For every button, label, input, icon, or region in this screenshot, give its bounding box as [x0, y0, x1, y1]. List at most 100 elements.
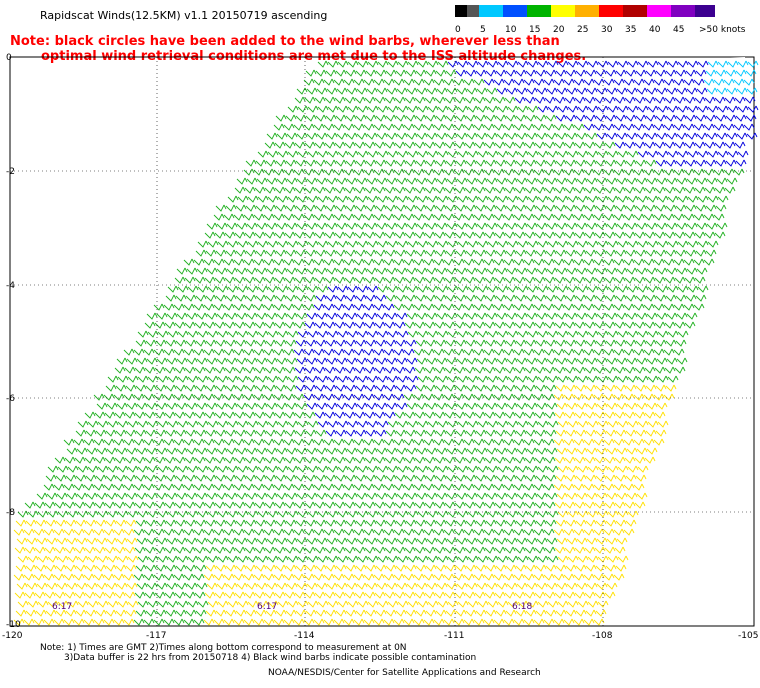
- wind-barb: [274, 411, 286, 419]
- wind-barb: [293, 258, 305, 266]
- wind-barb: [115, 384, 127, 392]
- wind-barb: [514, 96, 526, 104]
- wind-barb: [304, 411, 316, 419]
- wind-barb: [404, 456, 416, 464]
- wind-barb: [377, 555, 389, 563]
- wind-barb: [205, 519, 217, 527]
- wind-barb: [384, 546, 396, 554]
- wind-barb: [473, 123, 485, 131]
- wind-barb: [586, 357, 598, 365]
- wind-barb: [363, 393, 375, 401]
- wind-barb: [593, 213, 605, 221]
- wind-barb: [227, 375, 239, 383]
- wind-barb: [546, 132, 558, 140]
- wind-barb: [353, 618, 365, 626]
- wind-barb: [733, 123, 745, 131]
- wind-barb: [587, 150, 599, 158]
- wind-barb: [506, 267, 518, 275]
- wind-barb: [296, 177, 308, 185]
- wind-barb: [546, 582, 558, 590]
- wind-barb: [447, 465, 459, 473]
- wind-barb: [646, 312, 658, 320]
- wind-barb: [427, 600, 439, 608]
- wind-barb: [397, 195, 409, 203]
- wind-barb: [236, 267, 248, 275]
- wind-barb: [334, 366, 346, 374]
- wind-barb: [607, 375, 619, 383]
- wind-barb: [383, 573, 395, 581]
- wind-barb: [415, 204, 427, 212]
- wind-barb: [626, 402, 638, 410]
- wind-barb: [574, 276, 586, 284]
- wind-barb: [457, 510, 469, 518]
- wind-barb: [325, 114, 337, 122]
- wind-barb: [554, 186, 566, 194]
- wind-barb: [624, 276, 636, 284]
- wind-barb: [467, 375, 479, 383]
- wind-barb: [525, 429, 537, 437]
- wind-barb: [513, 78, 525, 86]
- wind-barb: [16, 537, 28, 545]
- wind-barb: [97, 510, 109, 518]
- wind-barb: [95, 474, 107, 482]
- wind-barb: [327, 375, 339, 383]
- wind-barb: [327, 195, 339, 203]
- wind-barb: [446, 222, 458, 230]
- wind-barb: [714, 141, 726, 149]
- wind-barb: [333, 438, 345, 446]
- wind-barb: [623, 303, 635, 311]
- wind-barb: [277, 150, 289, 158]
- wind-barb: [637, 150, 649, 158]
- wind-barb: [697, 60, 709, 68]
- wind-barb: [487, 105, 499, 113]
- wind-barb: [417, 60, 429, 68]
- wind-barb: [597, 600, 609, 608]
- wind-barb: [205, 249, 217, 257]
- wind-barb: [265, 339, 277, 347]
- wind-barb: [625, 384, 637, 392]
- wind-barb: [397, 330, 409, 338]
- wind-barb: [644, 456, 656, 464]
- wind-barb: [323, 528, 335, 536]
- wind-barb: [535, 384, 547, 392]
- wind-barb: [215, 249, 227, 257]
- wind-barb: [573, 573, 585, 581]
- wind-barb: [533, 123, 545, 131]
- wind-barb: [604, 456, 616, 464]
- wind-barb: [496, 87, 508, 95]
- wind-barb: [385, 249, 397, 257]
- footer-note-2: 3)Data buffer is 22 hrs from 20150718 4)…: [64, 653, 477, 663]
- wind-barb: [314, 411, 326, 419]
- wind-barb: [477, 510, 489, 518]
- wind-barb: [546, 447, 558, 455]
- wind-barb: [216, 357, 228, 365]
- wind-barb: [584, 231, 596, 239]
- wind-barb: [475, 249, 487, 257]
- wind-barb: [284, 546, 296, 554]
- wind-barb: [187, 555, 199, 563]
- wind-barb: [245, 564, 257, 572]
- wind-barb: [426, 177, 438, 185]
- wind-barb: [83, 528, 95, 536]
- wind-barb: [133, 393, 145, 401]
- wind-barb: [186, 582, 198, 590]
- wind-barb: [503, 483, 515, 491]
- wind-barb: [357, 60, 369, 68]
- wind-barb: [526, 492, 538, 500]
- wind-barb: [277, 600, 289, 608]
- wind-barb: [93, 393, 105, 401]
- wind-barb: [667, 150, 679, 158]
- wind-barb: [573, 78, 585, 86]
- wind-barb: [165, 384, 177, 392]
- wind-barb: [594, 501, 606, 509]
- wind-barb: [315, 519, 327, 527]
- wind-barb: [475, 294, 487, 302]
- wind-barb: [455, 114, 467, 122]
- wind-barb: [316, 267, 328, 275]
- wind-barb: [263, 438, 275, 446]
- wind-barb: [363, 483, 375, 491]
- wind-barb: [643, 393, 655, 401]
- wind-barb: [286, 357, 298, 365]
- wind-barb: [364, 546, 376, 554]
- wind-barb: [255, 474, 267, 482]
